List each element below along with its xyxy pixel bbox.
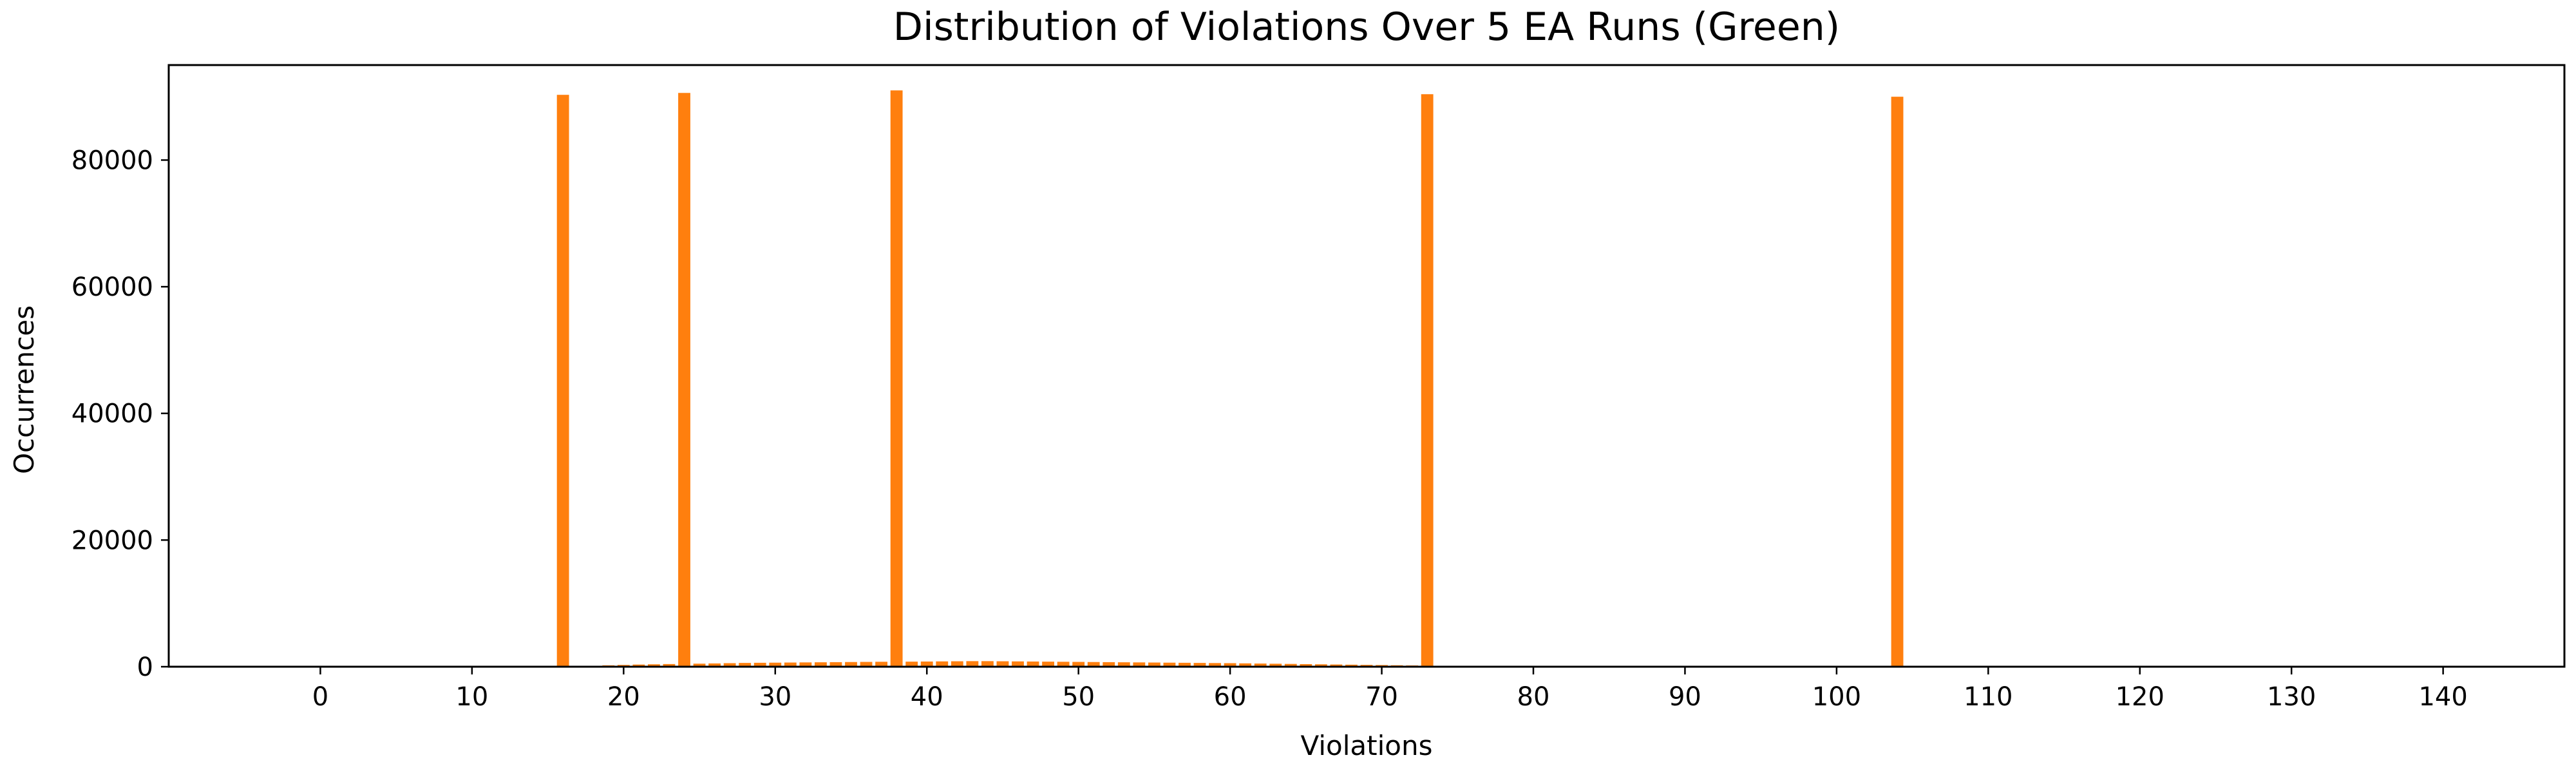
- bar-violations-23: [663, 663, 676, 667]
- y-axis-ticks: 0 20000 40000 60000 80000: [71, 146, 169, 682]
- bar-violations-45: [996, 661, 1009, 667]
- bar-violations-28: [739, 663, 752, 667]
- bar-violations-24: [678, 93, 690, 667]
- bar-violations-67: [1330, 664, 1343, 667]
- x-tick-label: 120: [2116, 682, 2164, 712]
- bar-violations-37: [875, 662, 887, 667]
- bar-violations-30: [769, 662, 782, 667]
- bar-violations-16: [556, 95, 569, 667]
- x-tick-label: 10: [455, 682, 488, 712]
- x-tick-label: 0: [312, 682, 328, 712]
- bar-violations-41: [936, 661, 949, 667]
- x-tick-label: 30: [759, 682, 791, 712]
- bar-violations-55: [1148, 662, 1160, 667]
- x-tick-label: 140: [2418, 682, 2467, 712]
- bar-violations-54: [1133, 662, 1146, 667]
- bar-violations-60: [1224, 663, 1236, 667]
- bar-violations-35: [845, 662, 857, 667]
- bar-violations-29: [753, 662, 766, 667]
- x-axis-label: Violations: [1301, 730, 1433, 761]
- x-tick-label: 20: [607, 682, 640, 712]
- bar-violations-58: [1193, 663, 1206, 667]
- bar-violations-25: [693, 663, 706, 667]
- x-tick-label: 80: [1517, 682, 1550, 712]
- bar-violations-32: [799, 662, 812, 667]
- x-tick-label: 100: [1812, 682, 1861, 712]
- bar-violations-42: [951, 661, 963, 667]
- bar-violations-52: [1103, 662, 1115, 667]
- y-tick-label: 40000: [71, 399, 153, 429]
- bar-violations-22: [648, 664, 660, 667]
- plot-area-frame: [167, 64, 2566, 668]
- bar-violations-104: [1891, 97, 1904, 667]
- x-tick-label: 50: [1062, 682, 1095, 712]
- bar-violations-34: [829, 662, 842, 667]
- bar-violations-51: [1087, 662, 1100, 667]
- bar-violations-50: [1072, 662, 1085, 667]
- bar-violations-63: [1269, 663, 1282, 667]
- x-tick-label: 130: [2267, 682, 2316, 712]
- bar-violations-27: [723, 663, 736, 667]
- x-tick-label: 70: [1365, 682, 1398, 712]
- bar-violations-46: [1012, 661, 1024, 667]
- bar-violations-21: [632, 664, 645, 667]
- bar-violations-47: [1027, 661, 1039, 667]
- bar-violations-38: [890, 90, 903, 667]
- bar-violations-26: [708, 663, 721, 667]
- bar-violations-49: [1057, 662, 1070, 667]
- bar-violations-62: [1254, 663, 1267, 667]
- x-tick-label: 90: [1669, 682, 1701, 712]
- bar-violations-48: [1042, 662, 1054, 667]
- bar-violations-43: [966, 661, 979, 667]
- bar-violations-40: [920, 661, 933, 667]
- bar-violations-64: [1284, 663, 1297, 667]
- y-tick-label: 60000: [71, 272, 153, 302]
- y-tick-label: 0: [137, 653, 153, 682]
- bar-violations-65: [1300, 663, 1312, 667]
- bar-violations-31: [784, 662, 797, 667]
- bar-violations-33: [814, 662, 827, 667]
- bar-violations-39: [905, 662, 918, 667]
- bar-violations-66: [1314, 664, 1327, 667]
- chart-title: Distribution of Violations Over 5 EA Run…: [893, 5, 1840, 50]
- x-tick-label: 110: [1964, 682, 2012, 712]
- bar-violations-68: [1345, 664, 1358, 667]
- y-tick-label: 80000: [71, 146, 153, 175]
- bar-violations-57: [1179, 662, 1191, 667]
- bar-violations-56: [1163, 662, 1176, 667]
- bars-layer: [556, 90, 1904, 667]
- bar-violations-73: [1421, 94, 1434, 667]
- x-tick-label: 40: [911, 682, 943, 712]
- bar-violations-53: [1117, 662, 1130, 667]
- x-tick-label: 60: [1214, 682, 1247, 712]
- y-tick-label: 20000: [71, 526, 153, 555]
- bar-violations-59: [1209, 663, 1221, 667]
- bar-violations-36: [860, 662, 873, 667]
- bar-violations-44: [981, 661, 994, 667]
- x-axis-ticks: 0 10 20 30 40 50 60 70 80 90 100 110 120 130 140: [312, 667, 2468, 712]
- bar-violations-61: [1239, 663, 1252, 667]
- y-axis-label: Occurrences: [8, 305, 40, 474]
